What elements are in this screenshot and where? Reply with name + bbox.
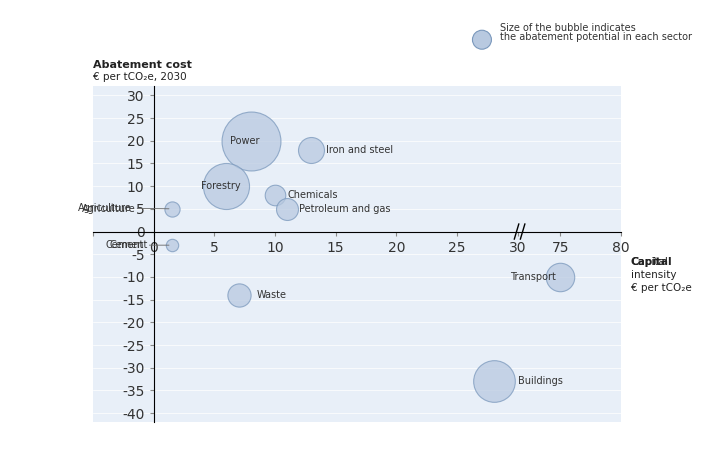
Point — [245, 137, 256, 144]
Point — [233, 291, 244, 299]
Point — [555, 273, 566, 281]
Text: Agriculture: Agriculture — [78, 203, 169, 213]
Text: Cement: Cement — [109, 240, 148, 250]
Point — [166, 242, 178, 249]
Text: Forestry: Forestry — [201, 181, 240, 191]
Point — [281, 205, 293, 212]
Text: Chemicals: Chemicals — [287, 190, 338, 200]
Text: Size of the bubble indicates: Size of the bubble indicates — [500, 23, 635, 33]
Text: Petroleum and gas: Petroleum and gas — [299, 204, 391, 214]
Point — [488, 378, 499, 385]
Text: Buildings: Buildings — [518, 376, 563, 386]
Point — [166, 205, 178, 212]
Text: Iron and steel: Iron and steel — [326, 145, 393, 155]
Text: € per tCO₂e, 2030: € per tCO₂e, 2030 — [93, 72, 186, 82]
Text: the abatement potential in each sector: the abatement potential in each sector — [500, 32, 692, 42]
Text: Agriculture: Agriculture — [81, 204, 136, 214]
Text: Power: Power — [230, 136, 259, 146]
Point — [269, 192, 281, 199]
Text: Abatement cost: Abatement cost — [93, 60, 191, 70]
Text: Cement: Cement — [106, 240, 169, 250]
Circle shape — [473, 30, 491, 49]
Text: Waste: Waste — [257, 290, 287, 300]
Text: Capital
intensity
€ per tCO₂e: Capital intensity € per tCO₂e — [631, 257, 692, 293]
Text: Capital: Capital — [631, 257, 673, 266]
Text: Transport: Transport — [511, 272, 556, 282]
Point — [221, 183, 232, 190]
Point — [306, 146, 317, 153]
